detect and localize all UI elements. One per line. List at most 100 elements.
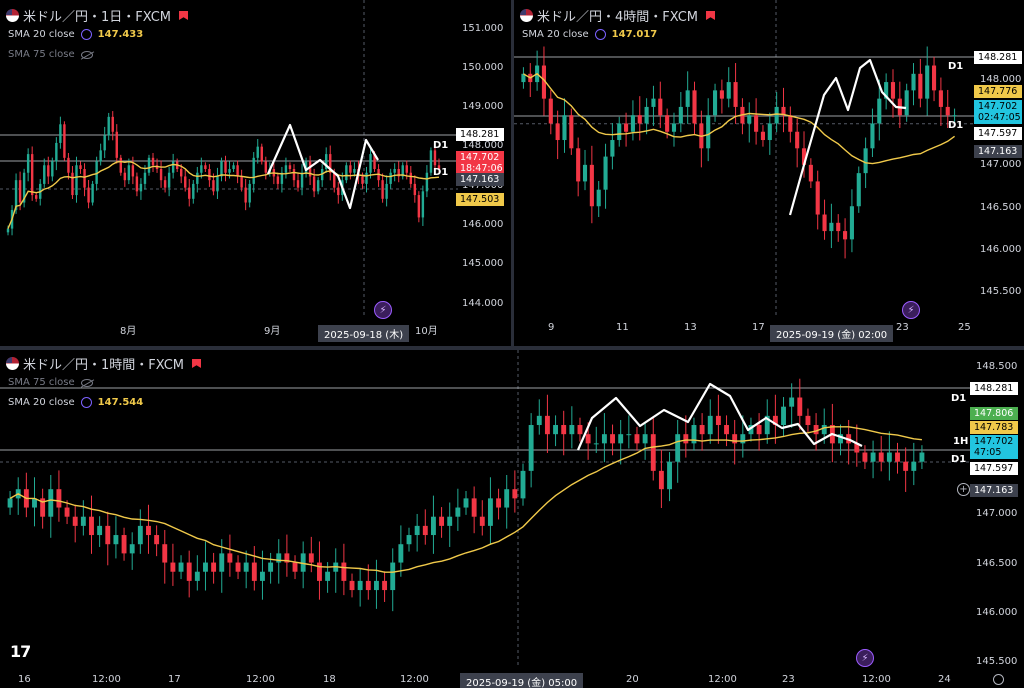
candle <box>131 165 135 177</box>
chart-pane-4h[interactable]: 米ドル／円・4時間・FXCM SMA 20 close 147.017 148.… <box>514 0 1024 346</box>
price-label: 147.702 <box>974 100 1022 113</box>
chart-pane-daily[interactable]: 米ドル／円・1日・FXCM SMA 20 close 147.433 SMA 7… <box>0 0 511 346</box>
sma20-line[interactable] <box>9 426 922 573</box>
candle <box>178 562 184 572</box>
price-tick: 146.000 <box>980 244 1022 255</box>
crosshair-time-label: 2025-09-18 (木) <box>318 325 410 342</box>
settings-icon[interactable] <box>80 397 92 408</box>
price-label: 47:05 <box>970 446 1018 459</box>
indicator-sma75[interactable]: SMA 75 close <box>8 377 93 388</box>
settings-gear-icon[interactable] <box>993 674 1004 685</box>
chart-canvas[interactable] <box>0 0 511 346</box>
price-label: 147.702 <box>970 435 1018 448</box>
indicator-sma20[interactable]: SMA 20 close 147.017 <box>522 29 657 40</box>
symbol-title: 米ドル／円・1時間・FXCM <box>23 358 185 373</box>
eye-off-icon[interactable] <box>80 50 93 59</box>
chart-canvas[interactable] <box>514 0 1024 346</box>
candle <box>925 65 930 99</box>
candle <box>308 161 312 177</box>
candle <box>413 183 417 196</box>
zigzag-line[interactable] <box>788 58 907 216</box>
indicator-sma20[interactable]: SMA 20 close 147.544 <box>8 397 143 408</box>
price-tick: 145.000 <box>462 258 504 269</box>
price-tick: 148.500 <box>976 361 1018 372</box>
chart-pane-1h[interactable]: 米ドル／円・1時間・FXCM SMA 75 close SMA 20 close… <box>0 350 1024 688</box>
candle <box>754 115 759 132</box>
candle <box>196 172 199 184</box>
candle <box>64 507 70 517</box>
chart-canvas[interactable] <box>0 350 1024 688</box>
candle <box>715 415 721 426</box>
candle <box>624 123 629 132</box>
lightning-icon[interactable]: ⚡ <box>374 301 392 319</box>
indicator-name: SMA 20 close <box>522 29 589 40</box>
candle <box>83 169 86 188</box>
candle <box>421 191 425 218</box>
time-tick: 9月 <box>264 326 281 337</box>
candle <box>706 115 711 149</box>
time-tick: 23 <box>896 322 909 333</box>
candle <box>162 544 168 563</box>
chart-title[interactable]: 米ドル／円・1時間・FXCM <box>6 354 202 373</box>
candle <box>203 562 208 572</box>
candle <box>398 544 404 563</box>
tradingview-logo[interactable]: 17 <box>10 642 31 661</box>
settings-icon[interactable] <box>80 29 92 40</box>
candle <box>911 73 916 91</box>
indicator-sma75[interactable]: SMA 75 close <box>8 49 93 60</box>
settings-icon[interactable] <box>594 29 606 40</box>
flag-marker-icon[interactable] <box>192 359 202 368</box>
candle <box>288 165 292 169</box>
candle <box>32 498 37 508</box>
candle <box>520 470 526 499</box>
chart-title[interactable]: 米ドル／円・1日・FXCM <box>6 6 189 25</box>
candle <box>685 90 690 107</box>
lightning-icon[interactable]: ⚡ <box>856 649 874 667</box>
candle <box>439 516 445 526</box>
candle <box>51 161 54 177</box>
candle <box>211 562 217 572</box>
indicator-sma20[interactable]: SMA 20 close 147.433 <box>8 29 143 40</box>
candle <box>903 461 909 471</box>
sma20-line[interactable] <box>523 72 956 165</box>
eye-off-icon[interactable] <box>80 378 93 387</box>
candle <box>870 452 876 462</box>
candle <box>838 434 843 444</box>
chart-title[interactable]: 米ドル／円・4時間・FXCM <box>520 6 716 25</box>
candle <box>536 415 542 426</box>
price-tick: 146.000 <box>462 219 504 230</box>
candle <box>447 516 453 526</box>
zigzag-line[interactable] <box>266 123 379 210</box>
candle <box>437 165 441 169</box>
pane-divider-horizontal[interactable] <box>0 346 1024 350</box>
candle <box>650 434 656 471</box>
candle <box>667 461 672 490</box>
candle <box>618 434 624 444</box>
candle <box>617 123 622 141</box>
candle <box>409 172 412 184</box>
flag-marker-icon[interactable] <box>706 11 716 20</box>
candle <box>216 176 219 192</box>
time-tick: 8月 <box>120 326 137 337</box>
candle <box>382 580 388 591</box>
candle <box>471 498 477 517</box>
candle <box>6 228 10 233</box>
lightning-icon[interactable]: ⚡ <box>902 301 920 319</box>
candle <box>397 169 400 177</box>
candle <box>220 161 223 177</box>
add-alert-icon[interactable]: + <box>957 483 970 496</box>
price-tick: 149.000 <box>462 101 504 112</box>
candle <box>325 154 328 169</box>
candle <box>637 115 642 124</box>
sma20-line[interactable] <box>7 160 440 229</box>
candle <box>268 562 274 572</box>
candle <box>240 176 243 188</box>
flag-marker-icon[interactable] <box>179 11 189 20</box>
time-tick: 16 <box>18 674 31 685</box>
candle <box>805 415 811 426</box>
candle <box>626 434 632 436</box>
candle <box>47 165 50 177</box>
pane-divider-vertical[interactable] <box>511 0 514 346</box>
candle <box>308 553 314 563</box>
zigzag-line[interactable] <box>576 382 863 451</box>
